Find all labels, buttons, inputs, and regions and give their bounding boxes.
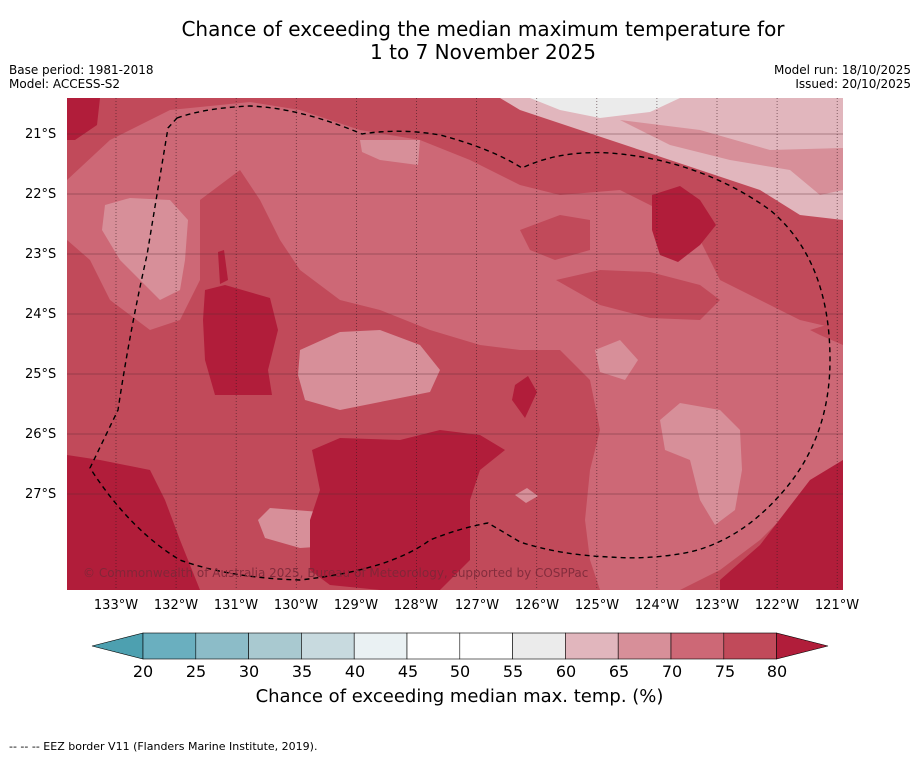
lon-label: 131°W [213,598,259,613]
chart-title: Chance of exceeding the median maximum t… [0,18,919,64]
region-65-70-east [660,403,742,525]
region-75-80-patch-a [520,215,590,260]
colorbar-bin [248,632,302,660]
region-above80-southeast [720,460,843,590]
colorbar-bin [512,632,566,660]
colorbar-tick: 65 [608,662,630,681]
region-above80-south [310,430,505,590]
colorbar-tick: 55 [502,662,524,681]
region-above80-northeast [652,186,716,262]
lon-label: 125°W [574,598,620,613]
region-55-60-top [530,98,680,118]
colorbar-bin [617,632,672,660]
region-65-70-west [102,198,188,300]
colorbar-bin [195,632,249,660]
lon-label: 132°W [153,598,199,613]
lat-label: 22°S [25,187,57,202]
colorbar-extend-low [91,632,144,660]
region-above80-spot [512,376,537,418]
meta-left: Base period: 1981-2018 Model: ACCESS-S2 [9,63,154,91]
colorbar-tick: 40 [344,662,366,681]
colorbar-bin [670,632,725,660]
colorbar-bin [565,632,619,660]
colorbar-extend-high [776,632,829,660]
colorbar-bin [459,632,513,660]
lat-label: 25°S [25,367,57,382]
region-75-80-patch-b [556,270,720,320]
colorbar-tick: 45 [397,662,419,681]
eez-footnote: -- -- -- EEZ border V11 (Flanders Marine… [9,740,318,753]
region-60-65-top [500,98,843,220]
lat-label: 26°S [25,427,57,442]
lon-label: 124°W [634,598,680,613]
colorbar-tick: 35 [291,662,313,681]
title-line-2: 1 to 7 November 2025 [370,40,596,64]
colorbar-tick: 70 [661,662,683,681]
region-above80-west [203,285,278,395]
colorbar-bin [353,632,408,660]
region-above80-west-spike [218,250,228,284]
region-65-70-small [515,488,538,503]
copyright-notice: © Commonwealth of Australia 2025, Bureau… [83,566,589,580]
lat-label: 23°S [25,247,57,262]
colorbar-tick: 20 [132,662,154,681]
colorbar-tick: 25 [185,662,207,681]
lon-label: 121°W [814,598,860,613]
lon-label: 129°W [333,598,379,613]
colorbar-bin [406,632,461,660]
graticule [67,98,843,590]
colorbar [91,632,829,660]
lon-label: 130°W [273,598,319,613]
region-65-70-center [298,330,440,410]
colorbar-title: Chance of exceeding median max. temp. (%… [255,686,664,707]
lat-label: 24°S [25,307,57,322]
colorbar-tick: 60 [555,662,577,681]
colorbar-bin [723,632,777,660]
lon-label: 126°W [514,598,560,613]
lat-label: 27°S [25,487,57,502]
region-65-70-north [360,140,420,165]
eez-border [89,105,831,581]
region-65-70-spot [595,340,638,380]
colorbar-tick: 50 [449,662,471,681]
colorbar-bin [142,632,197,660]
lon-label: 123°W [694,598,740,613]
meta-right: Model run: 18/10/2025 Issued: 20/10/2025 [774,63,911,91]
title-line-1: Chance of exceeding the median maximum t… [181,17,785,41]
colorbar-tick: 75 [714,662,736,681]
lat-label: 21°S [25,127,57,142]
colorbar-tick: 80 [766,662,788,681]
colorbar-bin [301,632,355,660]
colorbar-tick: 30 [238,662,260,681]
model-name: Model: ACCESS-S2 [9,77,121,91]
base-period: Base period: 1981-2018 [9,63,154,77]
region-70-75-central [67,102,843,590]
model-run: Model run: 18/10/2025 [773,63,911,77]
region-75-80-right [810,320,843,345]
region-65-70-top [620,120,843,195]
issued-date: Issued: 20/10/2025 [795,77,911,91]
lon-label: 133°W [93,598,139,613]
region-above80-corner [67,98,100,140]
lon-label: 122°W [754,598,800,613]
lon-label: 127°W [454,598,500,613]
probability-map [67,98,843,590]
lon-label: 128°W [393,598,439,613]
